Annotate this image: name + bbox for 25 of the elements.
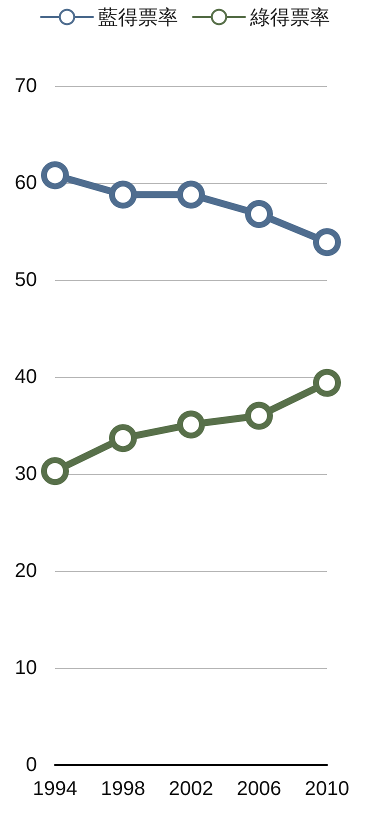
y-tick-label: 10	[14, 657, 37, 679]
y-tick-label: 50	[14, 269, 37, 291]
legend-label: 藍得票率	[98, 5, 178, 29]
point	[41, 161, 69, 190]
x-tick-label: 2002	[168, 778, 214, 800]
y-tick-label: 20	[14, 560, 37, 582]
y-tick-label: 60	[14, 172, 37, 194]
point	[109, 424, 137, 452]
point	[177, 410, 205, 439]
point	[245, 402, 273, 430]
x-tick-label: 1994	[32, 778, 78, 800]
point	[313, 368, 341, 397]
x-tick-label: 1998	[100, 778, 146, 800]
point	[245, 200, 273, 228]
legend-label: 綠得票率	[249, 5, 330, 29]
y-tick-label: 70	[14, 75, 37, 97]
point	[177, 180, 205, 209]
x-tick-label: 2010	[304, 778, 350, 800]
x-tick-label: 2006	[236, 778, 282, 800]
point	[41, 457, 69, 486]
y-tick-label: 30	[14, 463, 37, 485]
point	[109, 180, 137, 209]
point	[313, 228, 341, 256]
y-tick-label: 0	[26, 754, 37, 776]
y-tick-label: 40	[14, 366, 37, 388]
